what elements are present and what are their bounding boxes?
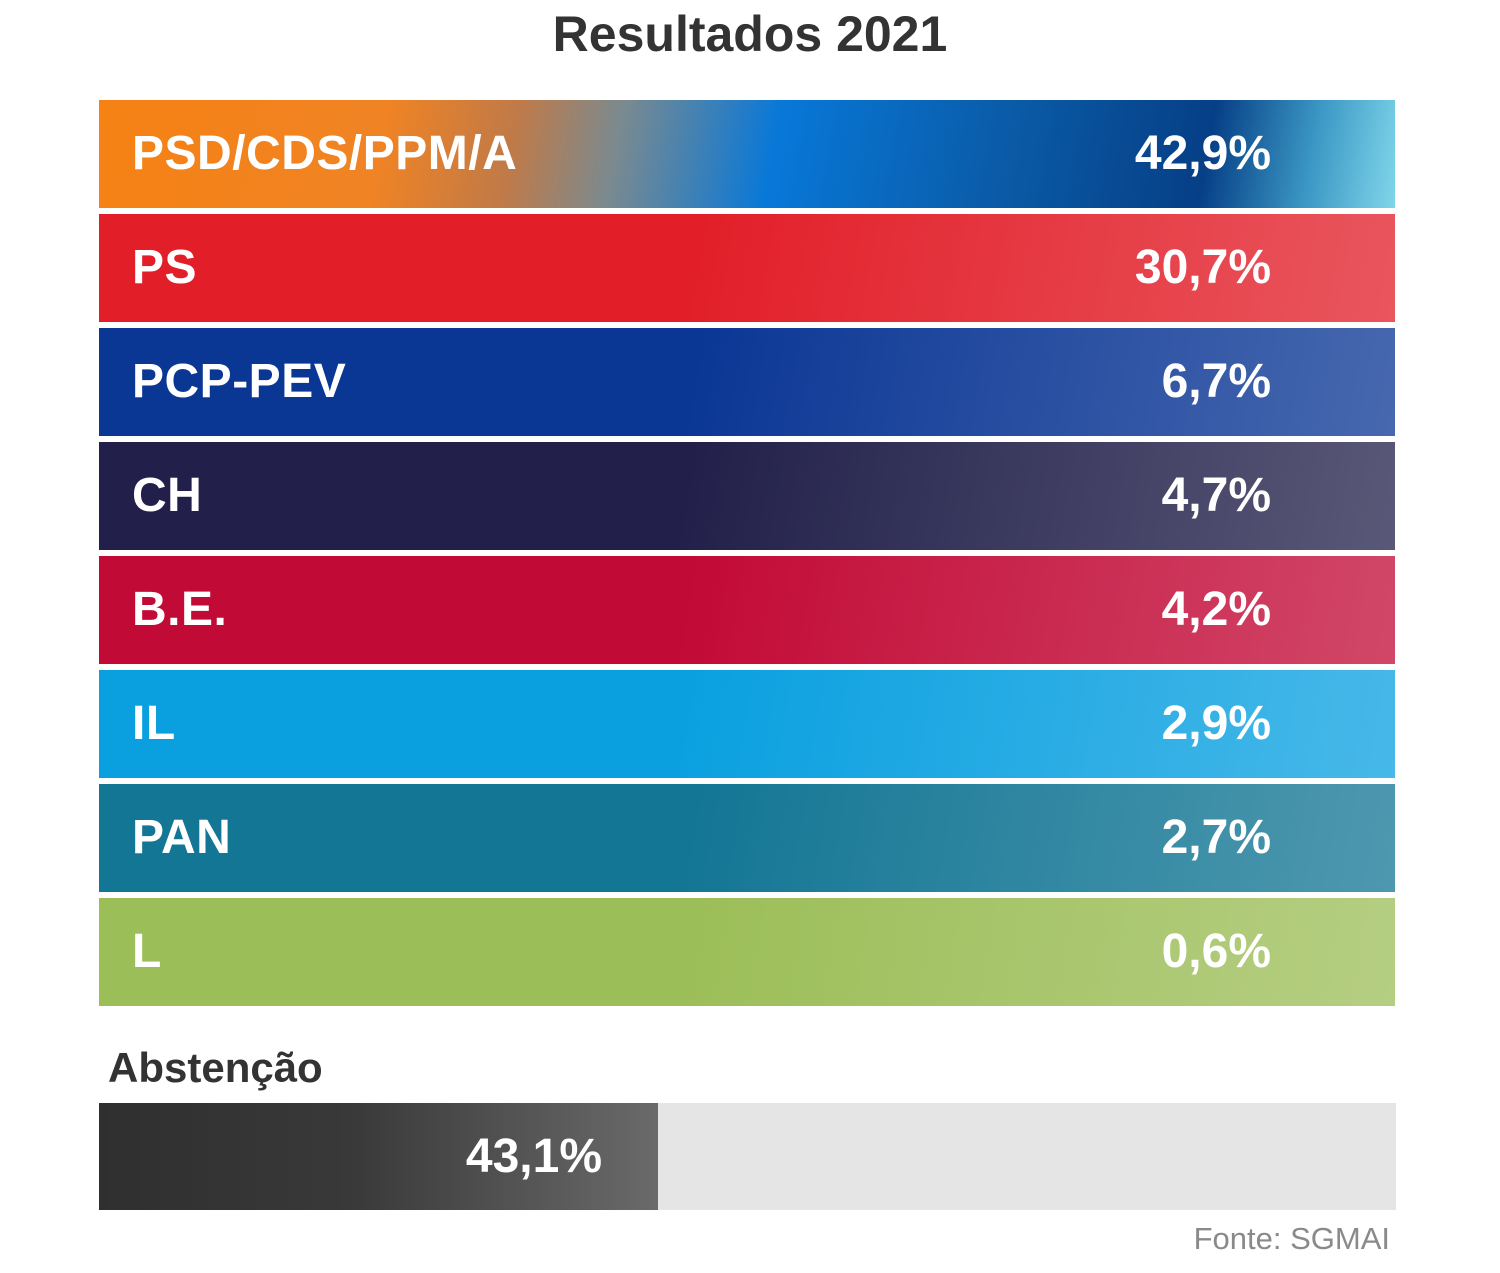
party-value-label: 2,9%: [1161, 697, 1271, 750]
party-label: PCP-PEV: [132, 355, 347, 408]
party-label: IL: [132, 697, 176, 750]
party-label: B.E.: [132, 583, 228, 636]
party-value-label: 2,7%: [1161, 811, 1271, 864]
party-label: PSD/CDS/PPM/A: [132, 127, 518, 180]
party-value-label: 42,9%: [1134, 127, 1271, 180]
result-bar: B.E. 4,2%: [99, 556, 1395, 664]
source-note: Fonte: SGMAI: [1193, 1221, 1390, 1256]
party-label: PAN: [132, 811, 232, 864]
abstention-bar-fill: 43,1%: [99, 1103, 658, 1210]
result-bar: PSD/CDS/PPM/A 42,9%: [99, 100, 1395, 208]
abstention-bar-track: 43,1%: [99, 1103, 1396, 1210]
result-bar: CH 4,7%: [99, 442, 1395, 550]
abstention-value-label: 43,1%: [465, 1130, 602, 1183]
result-bar: L 0,6%: [99, 898, 1395, 1006]
party-label: CH: [132, 469, 203, 522]
party-label: PS: [132, 241, 198, 294]
party-value-label: 4,2%: [1161, 583, 1271, 636]
result-bar: PCP-PEV 6,7%: [99, 328, 1395, 436]
party-value-label: 0,6%: [1161, 925, 1271, 978]
party-label: L: [132, 925, 162, 978]
abstention-label: Abstenção: [108, 1044, 323, 1091]
result-bar: PAN 2,7%: [99, 784, 1395, 892]
chart-title: Resultados 2021: [552, 6, 948, 62]
party-value-label: 6,7%: [1161, 355, 1271, 408]
party-value-label: 30,7%: [1134, 241, 1271, 294]
party-value-label: 4,7%: [1161, 469, 1271, 522]
result-bar: IL 2,9%: [99, 670, 1395, 778]
party-results-list: PSD/CDS/PPM/A 42,9% PS 30,7% PCP-PEV 6,7% CH 4,…: [99, 100, 1395, 1012]
result-bar: PS 30,7%: [99, 214, 1395, 322]
